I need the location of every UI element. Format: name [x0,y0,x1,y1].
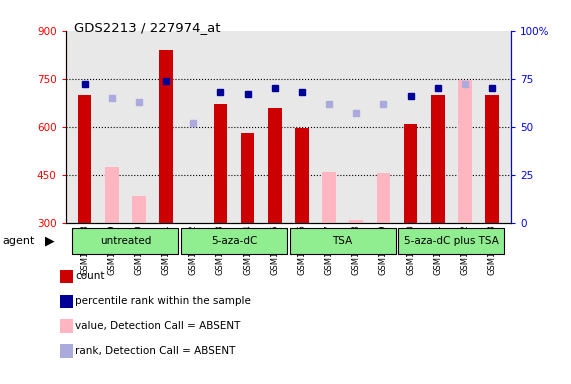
Bar [458,80,472,223]
Text: count: count [75,271,105,281]
Bar [431,95,444,223]
Text: value, Detection Call = ABSENT: value, Detection Call = ABSENT [75,321,241,331]
FancyBboxPatch shape [181,228,287,254]
Bar [159,50,173,223]
FancyBboxPatch shape [289,228,396,254]
Text: 5-aza-dC plus TSA: 5-aza-dC plus TSA [404,236,498,246]
Bar [105,167,119,223]
Bar [485,95,499,223]
Bar [295,128,309,223]
Text: agent: agent [3,236,35,246]
FancyBboxPatch shape [399,228,504,254]
Bar [349,220,363,223]
Text: 5-aza-dC: 5-aza-dC [211,236,257,246]
Bar [268,108,282,223]
Bar [78,95,91,223]
Text: untreated: untreated [100,236,151,246]
Text: GDS2213 / 227974_at: GDS2213 / 227974_at [74,21,221,34]
Bar [241,133,255,223]
Text: TSA: TSA [332,236,353,246]
Bar [132,195,146,223]
Text: percentile rank within the sample: percentile rank within the sample [75,296,251,306]
Bar [377,173,390,223]
Text: rank, Detection Call = ABSENT: rank, Detection Call = ABSENT [75,346,236,356]
Bar [214,104,227,223]
Bar [322,172,336,223]
FancyBboxPatch shape [73,228,178,254]
Bar [404,124,417,223]
Text: ▶: ▶ [45,235,54,248]
